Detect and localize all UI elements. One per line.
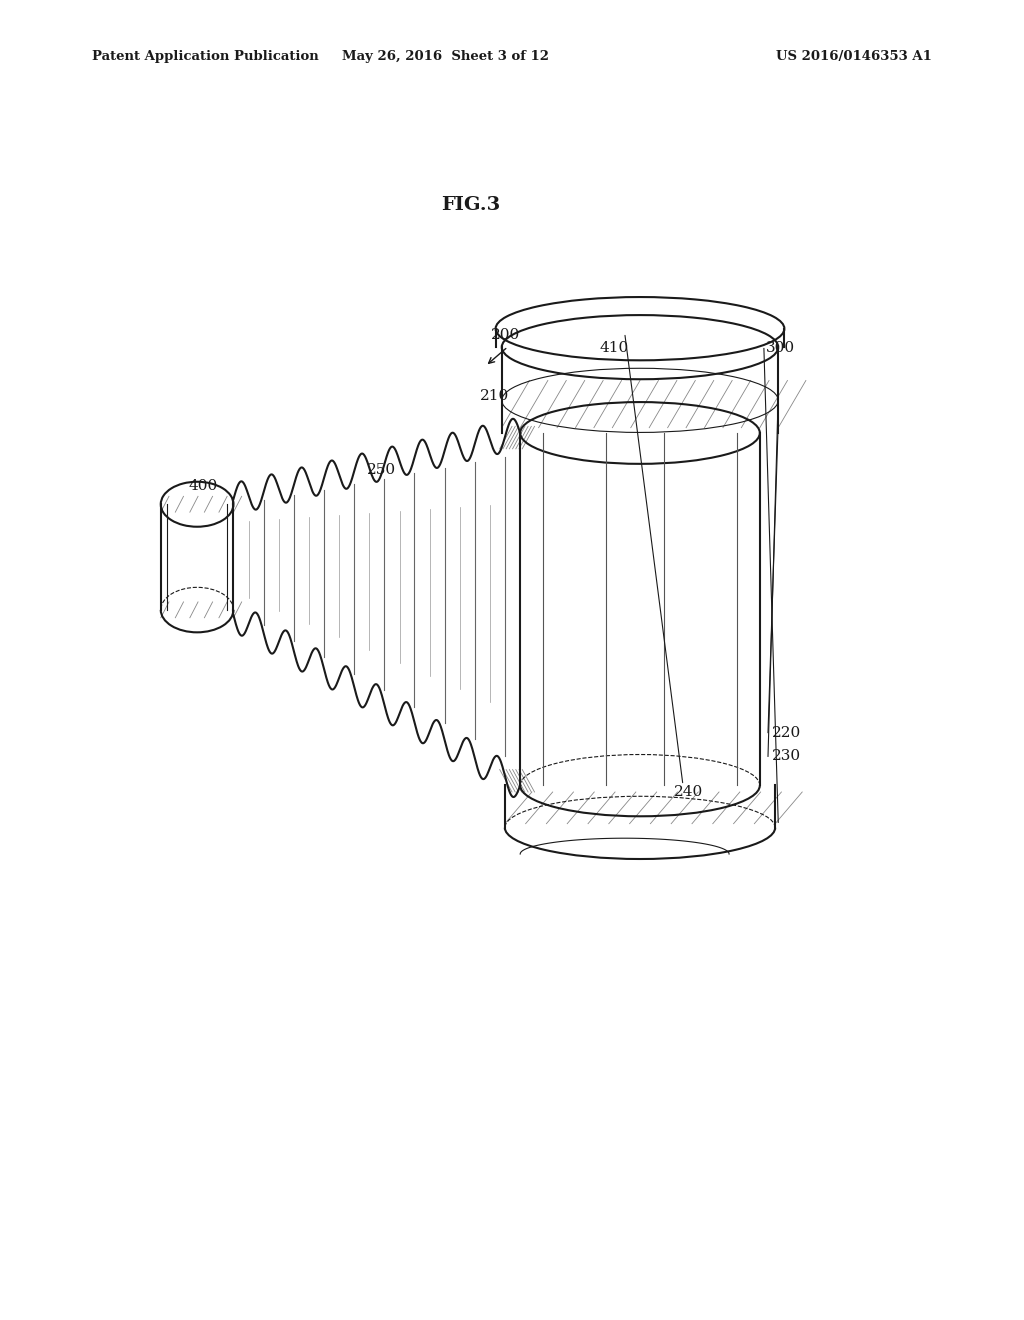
Text: Patent Application Publication: Patent Application Publication (92, 50, 318, 63)
Text: 240: 240 (674, 785, 702, 799)
Text: 410: 410 (600, 342, 629, 355)
Text: FIG.3: FIG.3 (441, 195, 501, 214)
Text: US 2016/0146353 A1: US 2016/0146353 A1 (776, 50, 932, 63)
Text: May 26, 2016  Sheet 3 of 12: May 26, 2016 Sheet 3 of 12 (342, 50, 549, 63)
Text: 400: 400 (188, 479, 217, 492)
Text: 220: 220 (772, 726, 801, 739)
Text: 250: 250 (368, 463, 396, 477)
Text: 210: 210 (480, 389, 509, 403)
Text: 230: 230 (772, 750, 801, 763)
Text: 200: 200 (492, 329, 520, 342)
Text: 300: 300 (766, 342, 795, 355)
